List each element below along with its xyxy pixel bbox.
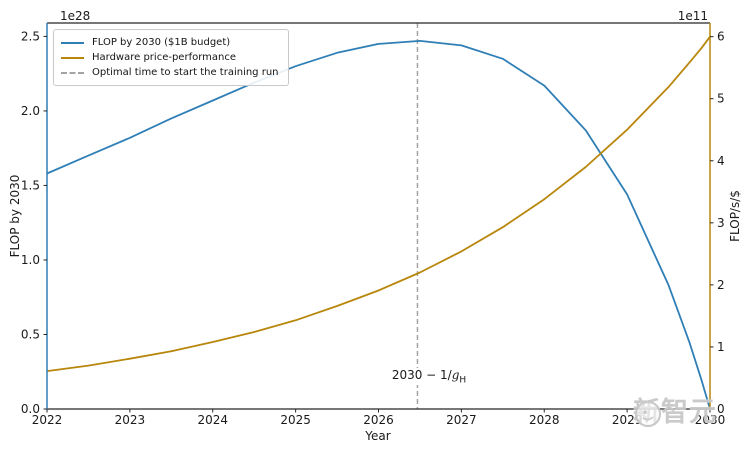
right-y-axis-title: FLOP/s/$: [728, 190, 742, 242]
x-axis-title: Year: [365, 429, 391, 443]
x-tick-label: 2029: [612, 413, 643, 427]
right-y-tick-label: 6: [717, 30, 725, 44]
watermark-logo-icon: [634, 400, 662, 428]
legend-line-sample: [61, 56, 84, 59]
left-y-tick-label: 1.0: [21, 253, 40, 267]
legend-item-label: Optimal time to start the training run: [92, 67, 279, 78]
x-tick-label: 2023: [115, 413, 146, 427]
annotation-variable: g: [451, 368, 460, 382]
left-y-tick-label: 0.5: [21, 327, 40, 341]
legend-line-sample: [61, 71, 84, 74]
legend-line-sample: [61, 41, 84, 44]
x-tick-label: 2022: [32, 413, 63, 427]
legend-item-label: Hardware price-performance: [92, 52, 236, 63]
series-hardware-line: [46, 36, 711, 372]
right-y-tick-label: 4: [717, 154, 725, 168]
right-axis-offset-label: 1e11: [677, 9, 708, 23]
optimal-time-annotation: 2030 − 1/gH: [381, 368, 477, 386]
legend-item-label: FLOP by 2030 ($1B budget): [92, 37, 231, 48]
legend-item: Hardware price-performance: [61, 50, 279, 65]
left-axis-offset-label: 1e28: [60, 9, 91, 23]
right-y-tick-label: 2: [717, 278, 725, 292]
legend-item: FLOP by 2030 ($1B budget): [61, 35, 279, 50]
legend-item: Optimal time to start the training run: [61, 65, 279, 80]
left-y-axis-ticks: [43, 35, 47, 410]
right-y-tick-label: 3: [717, 216, 725, 230]
left-y-axis-title: FLOP by 2030: [8, 174, 22, 258]
x-tick-label: 2026: [363, 413, 394, 427]
x-tick-label: 2028: [529, 413, 560, 427]
legend: FLOP by 2030 ($1B budget) Hardware price-…: [53, 29, 289, 86]
x-axis-ticks: [46, 409, 711, 413]
left-y-tick-label: 0.0: [21, 402, 40, 416]
right-y-axis-ticks: [710, 36, 714, 410]
left-y-tick-label: 2.0: [21, 104, 40, 118]
left-y-tick-label: 1.5: [21, 178, 40, 192]
annotation-prefix: 2030 − 1/: [391, 368, 452, 382]
left-y-tick-label: 2.5: [21, 29, 40, 43]
annotation-subscript: H: [459, 375, 467, 386]
right-y-tick-label: 1: [717, 340, 725, 354]
x-tick-label: 2025: [280, 413, 311, 427]
right-y-tick-label: 0: [717, 402, 725, 416]
x-tick-label: 2030: [695, 413, 726, 427]
x-tick-label: 2024: [197, 413, 228, 427]
watermark: 新智元: [633, 398, 717, 428]
x-tick-label: 2027: [446, 413, 477, 427]
series-flop-line: [46, 40, 711, 410]
right-y-tick-label: 5: [717, 92, 725, 106]
